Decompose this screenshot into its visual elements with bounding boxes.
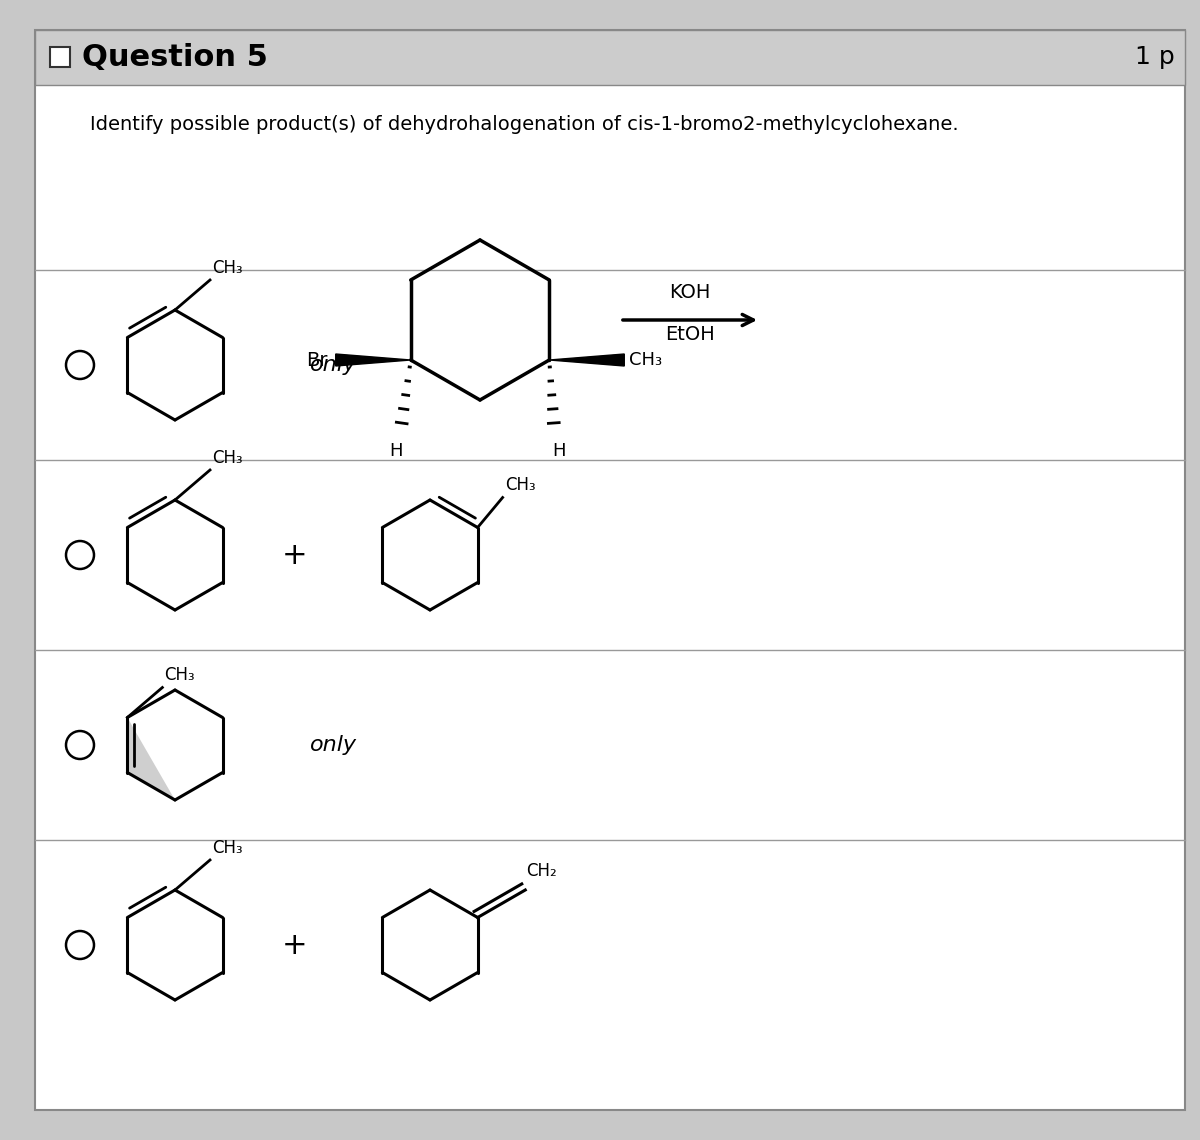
FancyBboxPatch shape <box>35 30 1186 86</box>
Text: Identify possible product(s) of dehydrohalogenation of cis-1-bromo2-methylcycloh: Identify possible product(s) of dehydroh… <box>90 115 959 135</box>
Text: only: only <box>310 735 358 755</box>
Text: EtOH: EtOH <box>665 325 715 344</box>
Text: KOH: KOH <box>670 283 710 302</box>
Text: H: H <box>552 442 566 461</box>
Text: CH₃: CH₃ <box>212 449 242 467</box>
Text: H: H <box>389 442 402 461</box>
Text: Question 5: Question 5 <box>82 42 268 72</box>
Text: CH₃: CH₃ <box>212 259 242 277</box>
Polygon shape <box>127 717 175 800</box>
Polygon shape <box>336 355 410 366</box>
FancyBboxPatch shape <box>50 47 70 67</box>
Polygon shape <box>550 355 624 366</box>
Text: CH₃: CH₃ <box>212 839 242 857</box>
Text: CH₃: CH₃ <box>505 477 535 495</box>
FancyBboxPatch shape <box>35 30 1186 1110</box>
Text: CH₃: CH₃ <box>629 351 662 369</box>
Text: CH₂: CH₂ <box>526 862 557 880</box>
Text: Br: Br <box>306 350 328 369</box>
Text: CH₃: CH₃ <box>164 667 194 684</box>
Text: +: + <box>282 540 308 570</box>
Text: +: + <box>282 930 308 960</box>
Text: 1 p: 1 p <box>1135 44 1175 70</box>
Text: only: only <box>310 355 358 375</box>
